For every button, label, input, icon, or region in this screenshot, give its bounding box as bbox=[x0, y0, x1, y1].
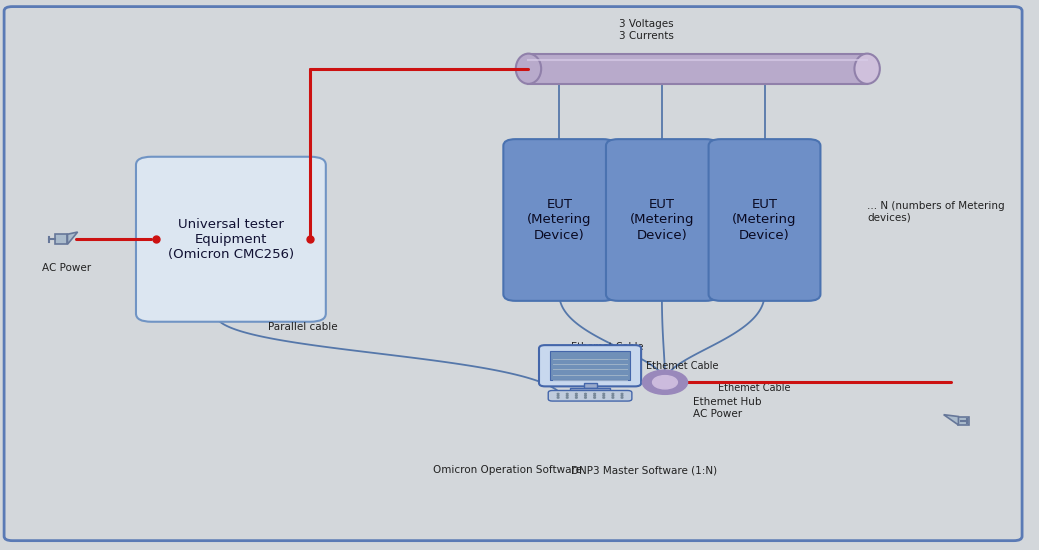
Polygon shape bbox=[68, 232, 78, 244]
FancyBboxPatch shape bbox=[539, 345, 641, 386]
FancyBboxPatch shape bbox=[4, 7, 1022, 541]
Circle shape bbox=[603, 397, 605, 398]
Text: 3 Voltages
3 Currents: 3 Voltages 3 Currents bbox=[619, 19, 674, 41]
Text: Universal tester
Equipment
(Omicron CMC256): Universal tester Equipment (Omicron CMC2… bbox=[168, 218, 294, 261]
Text: Omicron Operation Software: Omicron Operation Software bbox=[433, 465, 583, 475]
Text: EUT
(Metering
Device): EUT (Metering Device) bbox=[527, 199, 591, 241]
Text: EUT
(Metering
Device): EUT (Metering Device) bbox=[630, 199, 694, 241]
Circle shape bbox=[566, 397, 568, 398]
FancyBboxPatch shape bbox=[136, 157, 326, 322]
Circle shape bbox=[593, 393, 595, 394]
Ellipse shape bbox=[515, 54, 541, 84]
Circle shape bbox=[612, 395, 614, 396]
Circle shape bbox=[652, 376, 677, 389]
Bar bbox=[570, 388, 610, 391]
Circle shape bbox=[585, 393, 586, 394]
Bar bbox=[55, 234, 68, 244]
Text: ... N (numbers of Metering
devices): ... N (numbers of Metering devices) bbox=[868, 201, 1005, 223]
Bar bbox=[551, 351, 630, 381]
FancyBboxPatch shape bbox=[606, 139, 718, 301]
Text: DNP3 Master Software (1:N): DNP3 Master Software (1:N) bbox=[571, 465, 718, 475]
Circle shape bbox=[557, 393, 559, 394]
Circle shape bbox=[621, 395, 623, 396]
Circle shape bbox=[576, 397, 578, 398]
Circle shape bbox=[566, 395, 568, 396]
Text: AC Power: AC Power bbox=[43, 263, 91, 273]
Circle shape bbox=[585, 395, 586, 396]
Text: Parallel cable: Parallel cable bbox=[268, 322, 338, 332]
Bar bbox=[584, 383, 596, 388]
Circle shape bbox=[576, 393, 578, 394]
Text: Ethemet Hub
AC Power: Ethemet Hub AC Power bbox=[693, 397, 762, 419]
Circle shape bbox=[557, 397, 559, 398]
Text: EUT
(Metering
Device): EUT (Metering Device) bbox=[732, 199, 797, 241]
Text: Ethemet Cable: Ethemet Cable bbox=[570, 342, 643, 351]
Text: Ethemet Cable: Ethemet Cable bbox=[718, 383, 791, 393]
Circle shape bbox=[612, 393, 614, 394]
Circle shape bbox=[593, 395, 595, 396]
Circle shape bbox=[566, 393, 568, 394]
Circle shape bbox=[621, 397, 623, 398]
Ellipse shape bbox=[854, 54, 880, 84]
Text: Ethemet Cable: Ethemet Cable bbox=[646, 361, 719, 371]
Polygon shape bbox=[943, 415, 958, 425]
Circle shape bbox=[612, 397, 614, 398]
Circle shape bbox=[603, 393, 605, 394]
Bar bbox=[529, 54, 868, 84]
FancyBboxPatch shape bbox=[549, 390, 632, 401]
FancyBboxPatch shape bbox=[503, 139, 615, 301]
Circle shape bbox=[603, 395, 605, 396]
Circle shape bbox=[593, 397, 595, 398]
Circle shape bbox=[576, 395, 578, 396]
Circle shape bbox=[557, 395, 559, 396]
Circle shape bbox=[642, 370, 688, 394]
Circle shape bbox=[585, 397, 586, 398]
Circle shape bbox=[621, 393, 623, 394]
Bar bbox=[958, 416, 969, 425]
FancyBboxPatch shape bbox=[709, 139, 821, 301]
